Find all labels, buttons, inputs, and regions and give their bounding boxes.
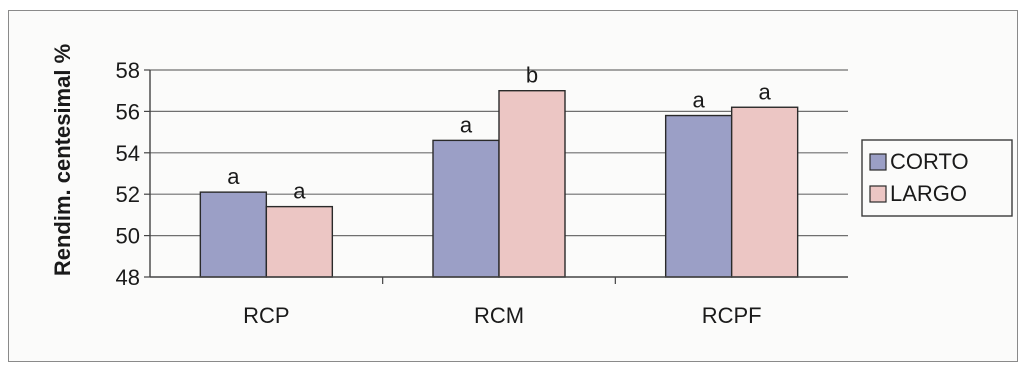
bar-corto-rcm: [432, 139, 500, 278]
labels: a a RCP a b RCM a a RCPF: [227, 63, 771, 328]
legend-label-corto: CORTO: [890, 149, 969, 174]
y-tick-label: 54: [116, 141, 140, 166]
x-tick-label: RCM: [474, 303, 524, 328]
y-tick-label: 56: [116, 99, 140, 124]
bar-corto-rcpf: [664, 114, 733, 278]
significance-label: a: [227, 164, 240, 189]
bar-largo-rcp: [265, 205, 334, 278]
significance-label: a: [759, 79, 772, 104]
bar-largo-rcpf: [730, 106, 799, 278]
significance-label: a: [693, 88, 706, 113]
y-tick-label: 50: [116, 224, 140, 249]
significance-label: b: [526, 63, 538, 88]
y-tick-label: 48: [116, 265, 140, 290]
x-tick-label: RCP: [243, 303, 289, 328]
legend-box: [861, 139, 1013, 217]
bar-largo-rcm: [498, 89, 566, 278]
axes: 48 50 52 54 56 58: [116, 58, 848, 290]
legend-label-largo: LARGO: [890, 181, 967, 206]
legend-swatch-corto: [869, 153, 887, 171]
bars: [199, 89, 799, 278]
legend: CORTO LARGO: [861, 139, 1013, 217]
significance-label: a: [460, 112, 473, 137]
bar-corto-rcp: [199, 191, 268, 278]
x-tick-label: RCPF: [702, 303, 762, 328]
y-tick-label: 58: [116, 58, 140, 83]
y-axis-label: Rendim. centesimal %: [50, 44, 75, 276]
legend-swatch-largo: [869, 185, 887, 203]
y-tick-label: 52: [116, 182, 140, 207]
significance-label: a: [293, 179, 306, 204]
